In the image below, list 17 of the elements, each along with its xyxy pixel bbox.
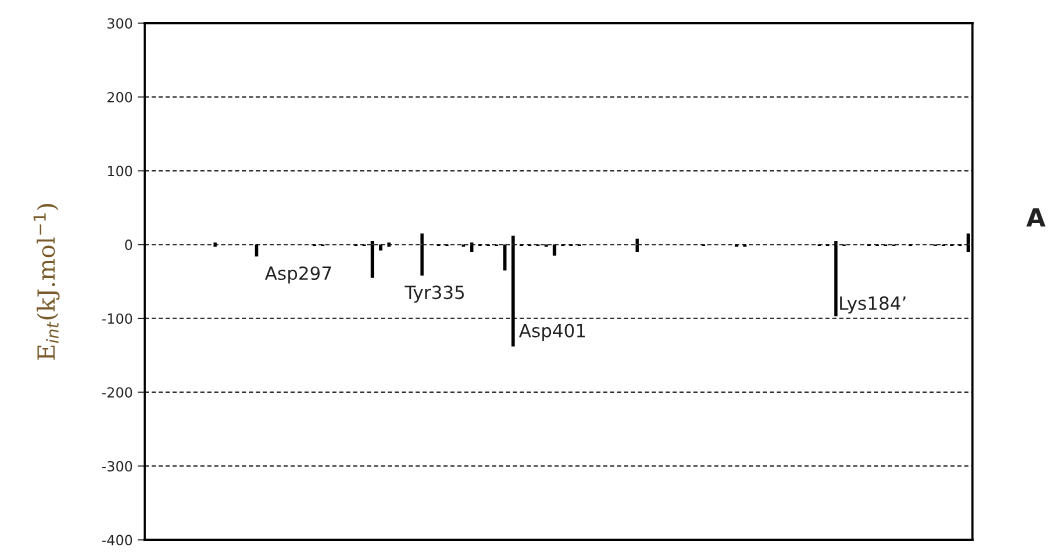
y-tick-label: 200: [107, 91, 133, 103]
annotation: Asp297: [264, 266, 331, 284]
annotation: Asp401: [519, 323, 585, 341]
annotation: Tyr335: [404, 285, 464, 303]
y-tick-label: -400: [102, 534, 133, 546]
y-tick-label: -200: [102, 387, 133, 398]
y-axis-title: E$_{int}$(kJ.mol$^{−1}$): [33, 204, 60, 360]
bar: [834, 244, 838, 317]
bar: [370, 244, 375, 278]
y-tick-label: 100: [108, 165, 133, 177]
y-tick-label: -300: [102, 461, 133, 472]
annotation: Lys184’: [840, 296, 906, 314]
y-tick-label: 300: [107, 18, 133, 29]
bar: [379, 244, 383, 251]
text: A: [1026, 208, 1046, 227]
y-tick-label: 0: [125, 239, 133, 251]
y-tick-label: -100: [102, 313, 133, 324]
